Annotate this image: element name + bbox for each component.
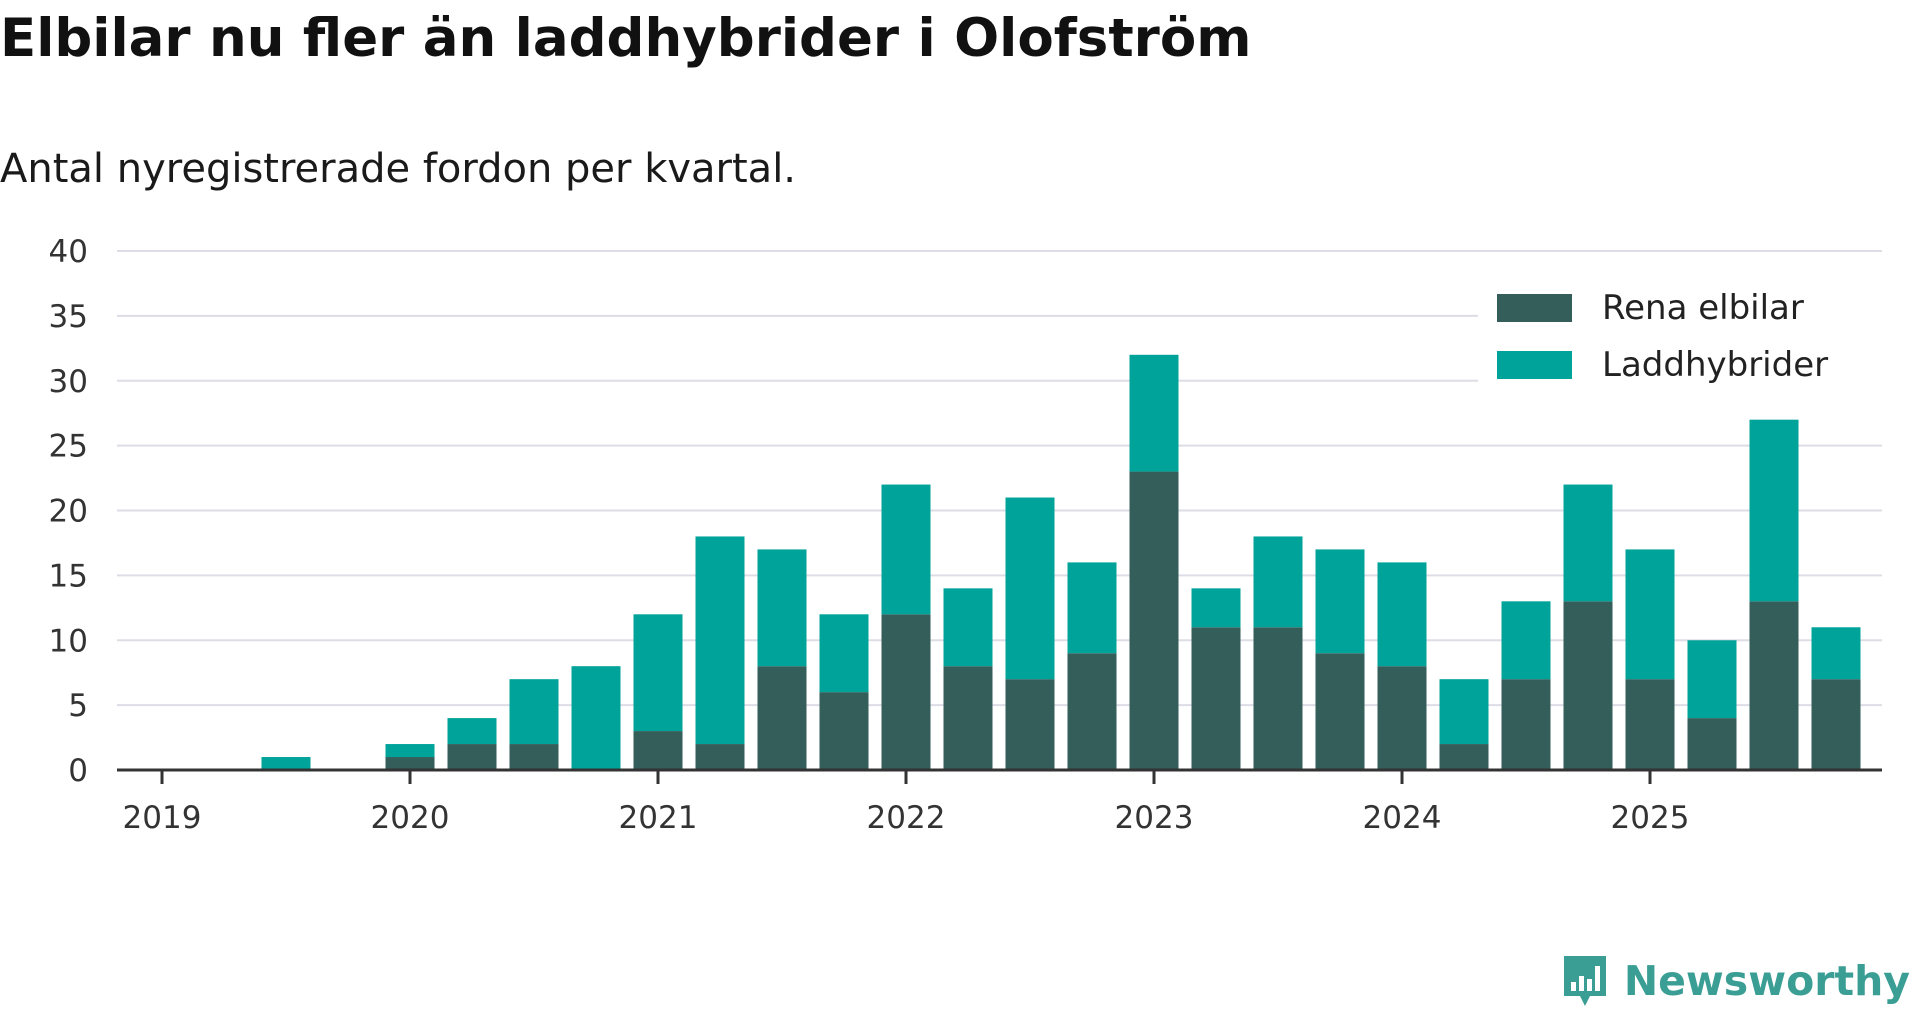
x-tick-label: 2024 <box>1363 800 1442 836</box>
x-tick-label: 2019 <box>123 800 202 836</box>
bar-rena-elbilar <box>385 757 435 770</box>
bar-rena-elbilar <box>1191 627 1241 770</box>
bar-laddhybrider <box>1253 536 1303 628</box>
chart-title: Elbilar nu fler än laddhybrider i Olofst… <box>0 8 1252 69</box>
y-tick-label: 25 <box>49 429 88 465</box>
bar-rena-elbilar <box>1253 627 1303 770</box>
bar-rena-elbilar <box>819 692 869 770</box>
x-tick-label: 2022 <box>867 800 946 836</box>
y-tick-label: 0 <box>68 753 88 789</box>
legend-swatch-laddhybrider <box>1497 351 1572 379</box>
legend-label-laddhybrider: Laddhybrider <box>1602 345 1828 385</box>
y-tick-label: 30 <box>49 364 88 400</box>
bar-rena-elbilar <box>881 614 931 770</box>
bar-laddhybrider <box>819 614 869 693</box>
bar-rena-elbilar <box>1501 679 1551 770</box>
y-tick-label: 15 <box>49 558 88 594</box>
bar-laddhybrider <box>1067 562 1117 654</box>
bar-laddhybrider <box>633 614 683 732</box>
brand-name: Newsworthy <box>1623 957 1910 1005</box>
bar-laddhybrider <box>1563 484 1613 602</box>
bar-rena-elbilar <box>1625 679 1675 770</box>
bar-laddhybrider <box>1687 640 1737 719</box>
bar-laddhybrider <box>1811 627 1861 680</box>
bar-rena-elbilar <box>1811 679 1861 770</box>
bar-laddhybrider <box>1129 354 1179 472</box>
bar-laddhybrider <box>881 484 931 615</box>
bar-laddhybrider <box>1377 562 1427 667</box>
bars <box>261 354 1861 770</box>
bar-rena-elbilar <box>1563 601 1613 770</box>
bar-rena-elbilar <box>943 666 993 770</box>
bar-rena-elbilar <box>695 744 745 770</box>
bar-laddhybrider <box>695 536 745 745</box>
bar-rena-elbilar <box>1377 666 1427 770</box>
bar-laddhybrider <box>757 549 807 667</box>
y-tick-label: 40 <box>49 234 88 270</box>
bar-laddhybrider <box>1625 549 1675 680</box>
bar-rena-elbilar <box>1067 653 1117 770</box>
bar-laddhybrider <box>261 757 311 770</box>
chart-subtitle: Antal nyregistrerade fordon per kvartal. <box>0 146 797 192</box>
bar-laddhybrider <box>943 588 993 667</box>
x-tick-label: 2025 <box>1611 800 1690 836</box>
x-tick-label: 2023 <box>1115 800 1194 836</box>
bar-rena-elbilar <box>1129 471 1179 770</box>
legend-swatch-rena-elbilar <box>1497 294 1572 322</box>
bar-rena-elbilar <box>1687 718 1737 770</box>
x-tick-label: 2020 <box>371 800 450 836</box>
bar-rena-elbilar <box>1315 653 1365 770</box>
bar-laddhybrider <box>1501 601 1551 680</box>
y-tick-label: 5 <box>68 688 88 724</box>
bar-rena-elbilar <box>1749 601 1799 770</box>
bar-rena-elbilar <box>757 666 807 770</box>
y-tick-label: 10 <box>49 623 88 659</box>
legend: Rena elbilar Laddhybrider <box>1478 282 1888 385</box>
brand-logo: Newsworthy <box>1560 952 1910 1010</box>
bar-laddhybrider <box>1439 679 1489 745</box>
bar-laddhybrider <box>385 744 435 758</box>
bar-rena-elbilar <box>509 744 559 770</box>
bar-rena-elbilar <box>633 731 683 770</box>
bar-rena-elbilar <box>447 744 497 770</box>
bar-chart-speech-bubble-icon <box>1563 956 1606 1006</box>
bar-laddhybrider <box>509 679 559 745</box>
legend-label-rena-elbilar: Rena elbilar <box>1602 288 1804 328</box>
bar-laddhybrider <box>571 666 621 770</box>
bar-laddhybrider <box>447 718 497 745</box>
y-tick-label: 35 <box>49 299 88 335</box>
bar-laddhybrider <box>1005 497 1055 680</box>
bar-laddhybrider <box>1749 419 1799 602</box>
bar-rena-elbilar <box>1005 679 1055 770</box>
y-tick-label: 20 <box>49 494 88 530</box>
bar-laddhybrider <box>1191 588 1241 628</box>
bar-laddhybrider <box>1315 549 1365 654</box>
bar-rena-elbilar <box>1439 744 1489 770</box>
x-tick-label: 2021 <box>619 800 698 836</box>
